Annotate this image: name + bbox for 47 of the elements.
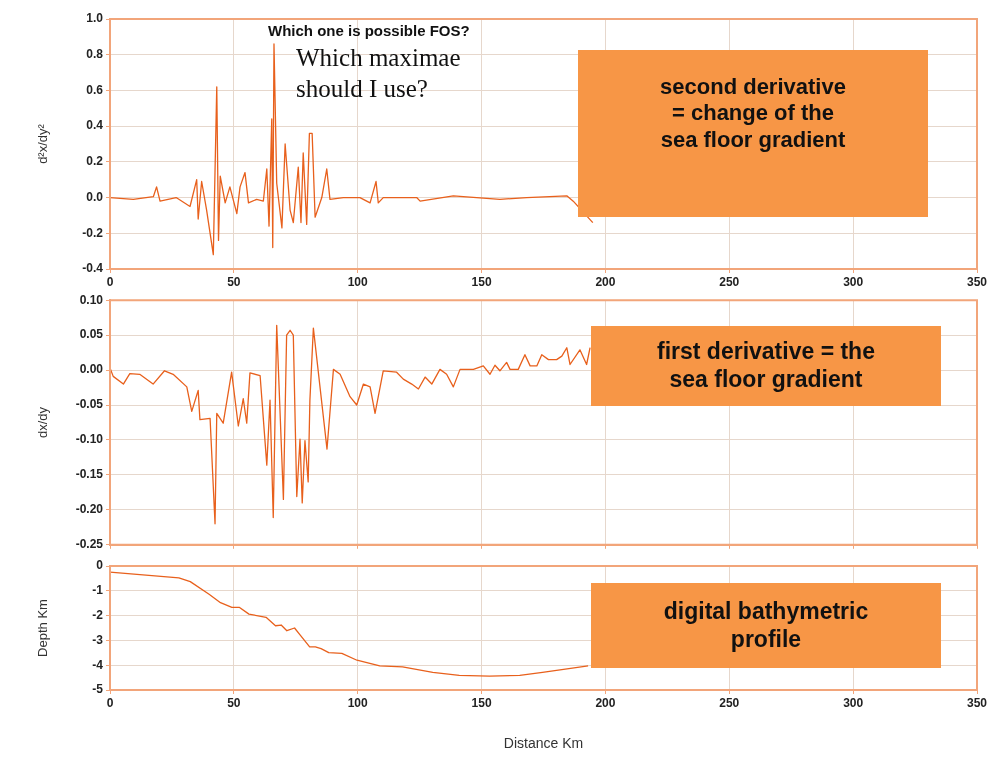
x-tick-label: 50 bbox=[227, 274, 241, 289]
callout-box: second derivative = change of the sea floor gradient bbox=[578, 50, 928, 217]
y-tick-label: -4 bbox=[92, 657, 104, 672]
x-tick-label: 300 bbox=[843, 695, 864, 710]
x-tick-label: 150 bbox=[471, 274, 492, 289]
y-tick-label: 0.6 bbox=[86, 82, 104, 97]
y-tick-label: 0.05 bbox=[79, 327, 104, 342]
x-tick-label: 0 bbox=[106, 695, 114, 710]
x-tick-label: 250 bbox=[719, 695, 740, 710]
x-tick-label: 250 bbox=[719, 274, 740, 289]
y-tick-label: 0.2 bbox=[86, 154, 104, 169]
y-tick-label: -1 bbox=[92, 583, 104, 598]
y-tick-label: -0.4 bbox=[82, 261, 104, 276]
y-tick-label: -2 bbox=[92, 607, 104, 622]
x-tick-label: 100 bbox=[347, 695, 369, 710]
y-tick-label: -0.05 bbox=[75, 397, 104, 412]
callout-box: first derivative = the sea floor gradient bbox=[591, 326, 941, 406]
y-tick-label: 0.0 bbox=[86, 189, 104, 204]
x-tick-label: 350 bbox=[966, 695, 988, 710]
x-tick-label: 50 bbox=[227, 695, 241, 710]
y-tick-label: -3 bbox=[92, 632, 104, 647]
y-tick-label: 0 bbox=[96, 558, 104, 573]
annotation: Which maximae should I use? bbox=[296, 43, 462, 105]
callout-box: digital bathymetric profile bbox=[591, 583, 941, 668]
x-tick-label: 150 bbox=[471, 695, 492, 710]
y-tick-label: -0.10 bbox=[75, 432, 104, 447]
x-tick-label: 100 bbox=[347, 274, 369, 289]
x-tick-label: 0 bbox=[106, 274, 114, 289]
y-tick-label: 0.4 bbox=[86, 118, 104, 133]
x-axis-title: Distance Km bbox=[503, 735, 584, 752]
y-tick-label: -0.15 bbox=[75, 467, 104, 482]
y-tick-label: -5 bbox=[92, 682, 104, 697]
x-tick-label: 350 bbox=[966, 274, 988, 289]
annotation: Which one is possible FOS? bbox=[268, 22, 470, 39]
y-tick-label: -0.25 bbox=[75, 537, 104, 552]
y-tick-label: 0.8 bbox=[86, 47, 104, 62]
y-tick-label: -0.20 bbox=[75, 502, 104, 517]
x-tick-label: 200 bbox=[595, 274, 616, 289]
x-tick-label: 200 bbox=[595, 695, 616, 710]
y-axis-title: dx/dy bbox=[35, 406, 51, 439]
x-tick-label: 300 bbox=[843, 274, 864, 289]
y-tick-label: 0.00 bbox=[79, 362, 104, 377]
y-axis-title: d²x/dy² bbox=[35, 123, 51, 164]
y-tick-label: -0.2 bbox=[82, 225, 104, 240]
y-tick-label: 1.0 bbox=[86, 11, 104, 26]
y-axis-title: Depth Km bbox=[35, 599, 51, 657]
y-tick-label: 0.10 bbox=[79, 292, 104, 307]
